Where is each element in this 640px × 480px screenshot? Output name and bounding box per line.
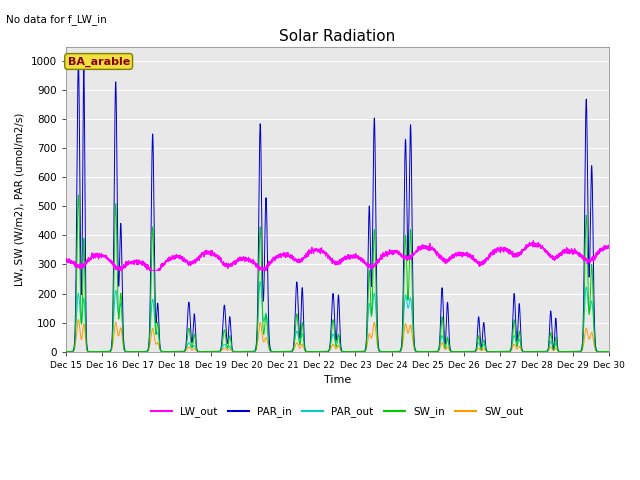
Text: No data for f_LW_in: No data for f_LW_in [6,14,107,25]
Legend: LW_out, PAR_in, PAR_out, SW_in, SW_out: LW_out, PAR_in, PAR_out, SW_in, SW_out [147,402,528,421]
Text: BA_arable: BA_arable [67,56,130,67]
Title: Solar Radiation: Solar Radiation [279,29,396,44]
X-axis label: Time: Time [324,375,351,385]
Y-axis label: LW, SW (W/m2), PAR (umol/m2/s): LW, SW (W/m2), PAR (umol/m2/s) [15,112,25,286]
